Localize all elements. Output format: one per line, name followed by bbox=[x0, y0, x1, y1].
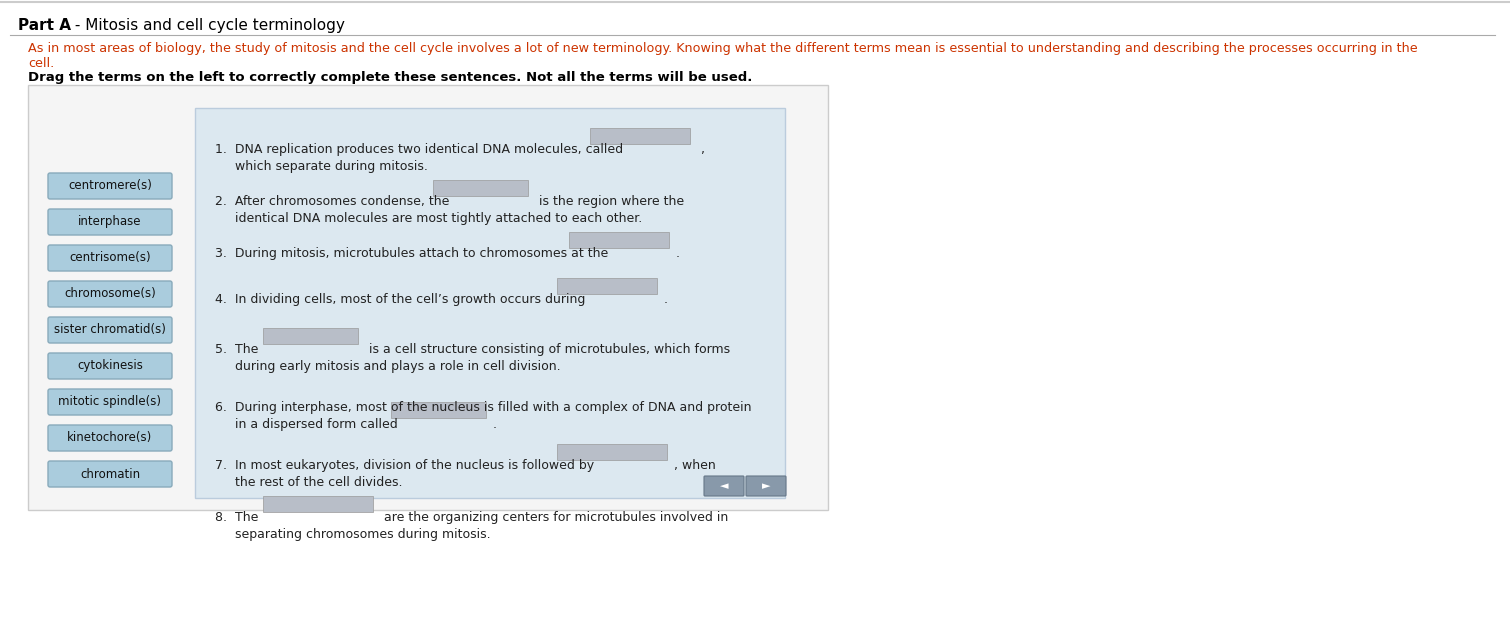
Text: .: . bbox=[489, 418, 497, 431]
FancyBboxPatch shape bbox=[48, 389, 172, 415]
Text: chromosome(s): chromosome(s) bbox=[63, 287, 156, 300]
FancyBboxPatch shape bbox=[48, 317, 172, 343]
Text: separating chromosomes during mitosis.: separating chromosomes during mitosis. bbox=[236, 528, 491, 541]
Text: centrisome(s): centrisome(s) bbox=[69, 252, 151, 265]
Text: 7.  In most eukaryotes, division of the nucleus is followed by: 7. In most eukaryotes, division of the n… bbox=[214, 459, 593, 472]
Text: sister chromatid(s): sister chromatid(s) bbox=[54, 323, 166, 336]
FancyBboxPatch shape bbox=[704, 476, 744, 496]
Bar bbox=[557, 278, 657, 294]
Text: As in most areas of biology, the study of mitosis and the cell cycle involves a : As in most areas of biology, the study o… bbox=[29, 42, 1418, 55]
Text: ►: ► bbox=[761, 481, 770, 491]
Text: mitotic spindle(s): mitotic spindle(s) bbox=[59, 396, 162, 408]
FancyBboxPatch shape bbox=[746, 476, 787, 496]
Text: 4.  In dividing cells, most of the cell’s growth occurs during: 4. In dividing cells, most of the cell’s… bbox=[214, 293, 586, 306]
FancyBboxPatch shape bbox=[48, 209, 172, 235]
Text: cell.: cell. bbox=[29, 57, 54, 70]
Text: - Mitosis and cell cycle terminology: - Mitosis and cell cycle terminology bbox=[69, 18, 344, 33]
Bar bbox=[195, 108, 785, 498]
Text: Part A: Part A bbox=[18, 18, 71, 33]
Bar bbox=[29, 85, 827, 510]
Text: which separate during mitosis.: which separate during mitosis. bbox=[236, 160, 427, 173]
FancyBboxPatch shape bbox=[48, 173, 172, 199]
Text: 1.  DNA replication produces two identical DNA molecules, called: 1. DNA replication produces two identica… bbox=[214, 143, 624, 156]
Text: 3.  During mitosis, microtubules attach to chromosomes at the: 3. During mitosis, microtubules attach t… bbox=[214, 247, 609, 260]
FancyBboxPatch shape bbox=[48, 245, 172, 271]
Bar bbox=[263, 496, 373, 512]
Bar bbox=[263, 328, 358, 344]
FancyBboxPatch shape bbox=[48, 353, 172, 379]
Text: during early mitosis and plays a role in cell division.: during early mitosis and plays a role in… bbox=[236, 360, 560, 373]
Text: cytokinesis: cytokinesis bbox=[77, 360, 143, 373]
Bar bbox=[569, 232, 669, 248]
Text: 5.  The: 5. The bbox=[214, 343, 258, 356]
Text: , when: , when bbox=[670, 459, 716, 472]
Text: ,: , bbox=[693, 143, 705, 156]
Bar bbox=[590, 128, 690, 144]
Bar bbox=[557, 444, 667, 460]
Text: chromatin: chromatin bbox=[80, 467, 140, 481]
Text: is a cell structure consisting of microtubules, which forms: is a cell structure consisting of microt… bbox=[361, 343, 731, 356]
Bar bbox=[433, 180, 528, 196]
Text: 2.  After chromosomes condense, the: 2. After chromosomes condense, the bbox=[214, 195, 450, 208]
Bar bbox=[391, 402, 486, 418]
Text: is the region where the: is the region where the bbox=[532, 195, 684, 208]
FancyBboxPatch shape bbox=[48, 281, 172, 307]
Text: 6.  During interphase, most of the nucleus is filled with a complex of DNA and p: 6. During interphase, most of the nucleu… bbox=[214, 401, 752, 414]
Text: in a dispersed form called: in a dispersed form called bbox=[236, 418, 397, 431]
FancyBboxPatch shape bbox=[48, 425, 172, 451]
Text: identical DNA molecules are most tightly attached to each other.: identical DNA molecules are most tightly… bbox=[236, 212, 642, 225]
Text: kinetochore(s): kinetochore(s) bbox=[68, 431, 153, 444]
Text: 8.  The: 8. The bbox=[214, 511, 258, 524]
Text: ◄: ◄ bbox=[720, 481, 728, 491]
Text: Drag the terms on the left to correctly complete these sentences. Not all the te: Drag the terms on the left to correctly … bbox=[29, 71, 752, 84]
Text: interphase: interphase bbox=[79, 216, 142, 229]
Text: centromere(s): centromere(s) bbox=[68, 179, 153, 192]
FancyBboxPatch shape bbox=[48, 461, 172, 487]
Text: are the organizing centers for microtubules involved in: are the organizing centers for microtubu… bbox=[376, 511, 728, 524]
Text: .: . bbox=[660, 293, 667, 306]
Text: the rest of the cell divides.: the rest of the cell divides. bbox=[236, 476, 403, 489]
Text: .: . bbox=[672, 247, 680, 260]
